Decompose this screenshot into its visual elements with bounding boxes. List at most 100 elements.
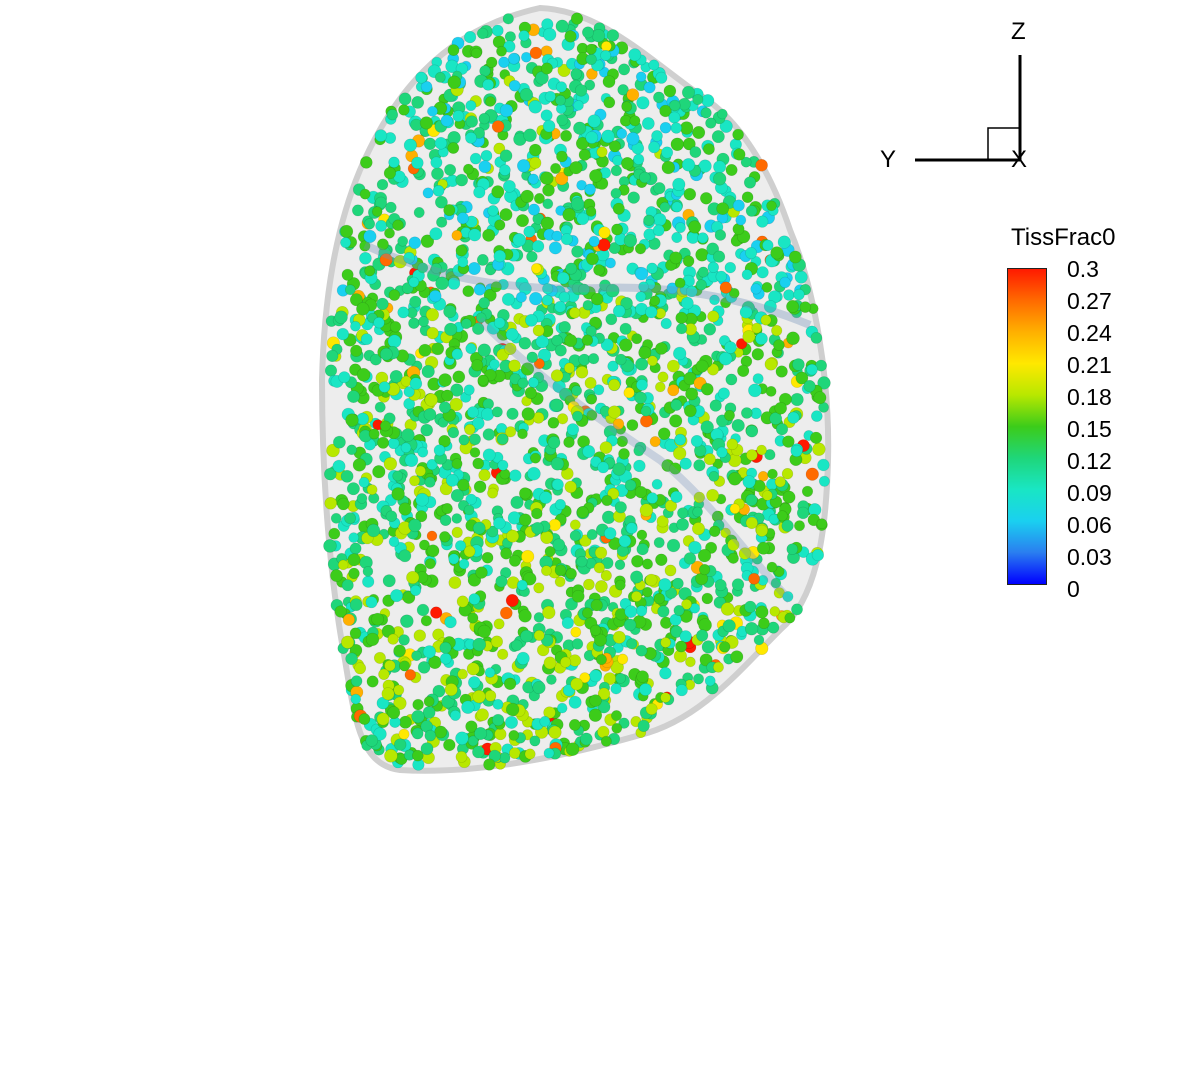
tissue-sphere [805, 467, 819, 481]
legend-title: TissFrac0 [1011, 224, 1116, 251]
tissue-sphere [610, 165, 623, 177]
tissue-sphere [675, 311, 688, 325]
tissue-sphere [433, 444, 446, 457]
tissue-sphere [469, 447, 481, 458]
tissue-sphere [585, 206, 597, 217]
tissue-sphere [404, 669, 416, 681]
tissue-sphere [438, 401, 451, 414]
tissue-sphere [417, 446, 429, 458]
tissue-sphere [667, 359, 680, 373]
tissue-sphere [504, 715, 518, 729]
tissue-sphere [571, 385, 582, 397]
tissue-sphere [558, 321, 571, 334]
tissue-sphere [745, 205, 758, 217]
tissue-sphere [434, 72, 446, 83]
tissue-sphere [381, 687, 395, 701]
tissue-sphere [666, 538, 681, 553]
tissue-sphere [717, 108, 728, 120]
tissue-sphere [443, 738, 456, 752]
tissue-sphere [640, 405, 652, 417]
tissue-sphere [775, 423, 789, 436]
tissue-sphere [670, 122, 682, 134]
tissue-sphere [615, 672, 626, 684]
tissue-sphere [497, 459, 509, 471]
tissue-sphere [529, 156, 542, 169]
tissue-sphere [488, 749, 501, 763]
tissue-sphere [473, 186, 486, 199]
tissue-sphere [642, 586, 653, 598]
tissue-sphere [818, 475, 830, 487]
tissue-sphere [630, 590, 642, 602]
tissue-sphere [505, 593, 519, 607]
tissue-sphere [551, 334, 563, 347]
tissue-sphere [412, 698, 424, 711]
tissue-sphere [793, 520, 805, 532]
tissue-sphere [795, 371, 809, 385]
tissue-sphere [744, 621, 759, 636]
tissue-sphere [652, 224, 665, 237]
tissue-sphere [703, 322, 717, 336]
tissue-sphere [465, 115, 478, 128]
tissue-sphere [525, 313, 538, 327]
tissue-sphere [528, 291, 543, 306]
tissue-sphere [695, 279, 707, 291]
tissue-sphere [530, 452, 541, 464]
tissue-sphere [341, 268, 354, 281]
tissue-sphere [724, 341, 737, 354]
tissue-sphere [476, 253, 489, 266]
tissue-sphere [757, 470, 769, 482]
tissue-sphere [787, 411, 800, 424]
tissue-sphere [398, 92, 412, 106]
tissue-sphere [782, 591, 794, 603]
tissue-sphere [334, 310, 348, 324]
tissue-sphere [398, 104, 410, 116]
tissue-sphere [473, 283, 486, 296]
tissue-sphere [811, 548, 825, 562]
tissue-sphere [408, 518, 422, 533]
colorbar-tick-label: 0.09 [1067, 480, 1112, 506]
tissue-sphere [559, 656, 572, 668]
tissue-sphere [740, 156, 752, 168]
tissue-sphere [564, 480, 577, 494]
tissue-sphere [716, 446, 728, 458]
tissue-sphere [481, 407, 495, 421]
tissue-sphere [769, 412, 783, 425]
tissue-sphere [411, 650, 422, 662]
tissue-sphere [527, 173, 539, 185]
tissue-sphere [584, 376, 597, 389]
tissue-sphere [600, 49, 612, 61]
tissue-sphere [560, 129, 572, 142]
tissue-sphere [618, 534, 632, 548]
tissue-sphere [652, 212, 667, 227]
tissue-sphere [727, 538, 740, 551]
tissue-sphere [699, 192, 713, 205]
tissue-sphere [455, 731, 469, 746]
tissue-sphere [451, 513, 463, 524]
tissue-sphere [529, 735, 541, 747]
tissue-sphere [657, 427, 671, 441]
tissue-sphere [660, 692, 671, 703]
tissue-sphere [586, 409, 598, 421]
tissue-sphere [485, 96, 496, 107]
tissue-sphere [788, 250, 802, 264]
tissue-sphere [707, 310, 720, 323]
tissue-sphere [348, 567, 360, 580]
tissue-sphere [515, 214, 529, 228]
tissue-sphere [429, 289, 442, 303]
tissue-sphere [451, 526, 463, 539]
tissue-sphere [655, 342, 668, 355]
tissue-sphere [698, 159, 712, 173]
tissue-sphere [478, 112, 490, 125]
tissue-sphere [638, 171, 651, 184]
tissue-sphere [440, 114, 453, 127]
tissue-sphere [685, 656, 696, 668]
tissue-sphere [541, 294, 554, 306]
tissue-sphere [472, 637, 487, 652]
tissue-sphere [605, 257, 616, 269]
tissue-sphere [422, 645, 437, 659]
tissue-sphere [571, 638, 584, 650]
tissue-sphere [726, 438, 739, 451]
tissue-sphere [565, 742, 580, 757]
tissue-sphere [611, 722, 623, 734]
tissue-sphere [563, 362, 575, 374]
